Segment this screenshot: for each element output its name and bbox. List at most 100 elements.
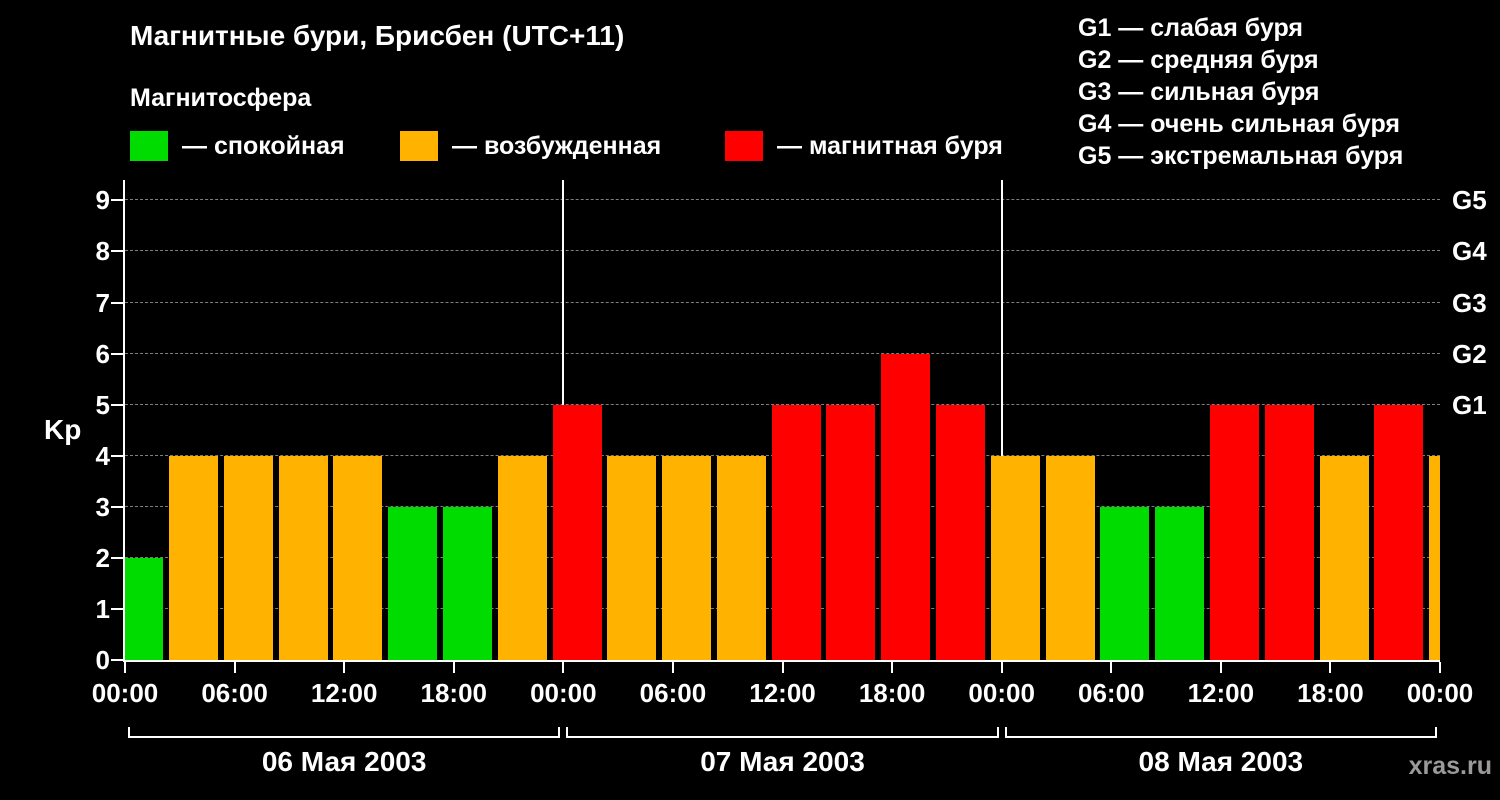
storm-scale-item-g5: G5 — экстремальная буря: [1078, 142, 1404, 170]
legend-label-storm: — магнитная буря: [777, 131, 1003, 160]
kp-bar: [278, 455, 328, 660]
x-axis-tick: [562, 662, 565, 673]
storm-scale-item-g2: G2 — средняя буря: [1078, 46, 1319, 74]
kp-bar: [1045, 455, 1095, 660]
time-label: 06:00: [1078, 678, 1145, 708]
gridline: [125, 199, 1440, 201]
y-tick-label: 3: [95, 491, 110, 522]
kp-bar: [1374, 404, 1424, 660]
kp-bar: [552, 404, 602, 660]
x-axis-tick: [1219, 662, 1222, 673]
kp-bar: [442, 506, 492, 660]
time-label: 12:00: [749, 678, 816, 708]
x-axis-tick: [1329, 662, 1332, 673]
y-axis-tick: [111, 454, 123, 457]
gridline: [125, 403, 1440, 405]
time-label: 18:00: [1297, 678, 1364, 708]
y-axis-tick: [111, 556, 123, 559]
kp-bar: [662, 455, 712, 660]
right-axis-label: G1: [1452, 389, 1487, 420]
kp-bar: [607, 455, 657, 660]
date-label: 07 Мая 2003: [700, 746, 865, 777]
x-axis-tick: [452, 662, 455, 673]
kp-bar: [1319, 455, 1369, 660]
time-label: 00:00: [91, 678, 159, 708]
date-bracket-tick: [996, 727, 999, 738]
gridline: [125, 301, 1440, 303]
day-divider-line: [1000, 180, 1003, 660]
time-label: 06:00: [201, 678, 268, 708]
y-axis-tick: [111, 250, 123, 253]
y-tick-label: 6: [95, 338, 110, 369]
date-bracket: [566, 736, 999, 738]
x-axis-tick: [781, 662, 784, 673]
kp-bar: [125, 557, 164, 660]
date-bracket-tick: [1435, 727, 1437, 738]
kp-bar: [716, 455, 766, 660]
kp-bar: [388, 506, 438, 660]
kp-bar: [333, 455, 383, 660]
kp-bar: [168, 455, 218, 660]
kp-bar: [1264, 404, 1314, 660]
x-axis-tick: [891, 662, 894, 673]
quiet-color-swatch: [130, 131, 168, 161]
y-axis-tick: [111, 607, 123, 610]
time-label: 12:00: [310, 678, 378, 708]
kp-bar: [771, 404, 821, 660]
date-label: 06 Мая 2003: [261, 746, 427, 777]
kp-bar: [936, 404, 986, 660]
kp-bar: [1100, 506, 1150, 660]
storm-scale-item-g4: G4 — очень сильная буря: [1078, 110, 1400, 138]
right-axis-label: G4: [1452, 236, 1487, 267]
x-axis-tick: [671, 662, 674, 673]
kp-bar: [1210, 404, 1260, 660]
legend-label-unsettled: — возбужденная: [452, 131, 662, 160]
y-axis-tick: [111, 199, 123, 202]
kp-bar: [223, 455, 273, 660]
date-bracket: [128, 736, 561, 738]
right-axis-label: G2: [1452, 338, 1487, 369]
storm-scale-item-g3: G3 — сильная буря: [1078, 78, 1320, 106]
legend-label-quiet: — спокойная: [182, 131, 345, 160]
gridline: [125, 250, 1440, 252]
y-axis-tick: [111, 505, 123, 508]
y-tick-label: 7: [95, 287, 110, 318]
y-tick-label: 9: [95, 185, 110, 216]
kp-bar: [1429, 455, 1440, 660]
time-label: 00:00: [968, 678, 1035, 708]
x-axis-tick: [1000, 662, 1003, 673]
x-axis-tick: [124, 662, 126, 673]
x-axis-tick: [1439, 662, 1441, 673]
kp-bar: [826, 404, 876, 660]
time-label: 00:00: [1406, 678, 1474, 708]
storm-scale-item-g1: G1 — слабая буря: [1078, 14, 1304, 42]
y-tick-label: 0: [95, 645, 110, 675]
y-tick-label: 2: [95, 542, 110, 573]
y-tick-label: 8: [95, 236, 110, 267]
legend-item-unsettled: — возбужденная: [400, 131, 661, 161]
time-label: 18:00: [420, 678, 488, 708]
x-axis-tick: [343, 662, 346, 673]
legend-item-quiet: — спокойная: [130, 131, 345, 161]
y-axis-title: Kp: [44, 414, 82, 445]
chart-title: Магнитные бури, Брисбен (UTC+11): [130, 20, 625, 51]
right-axis-label: G3: [1452, 287, 1487, 318]
right-axis-label: G5: [1452, 185, 1487, 216]
kp-bar: [1155, 506, 1205, 660]
storm-color-swatch: [725, 131, 763, 161]
date-bracket-tick: [558, 727, 561, 738]
kp-bar: [881, 353, 931, 660]
legend-item-storm: — магнитная буря: [725, 131, 1003, 161]
date-bracket-tick: [128, 727, 130, 738]
date-label: 08 Мая 2003: [1138, 746, 1304, 777]
legend-title: Магнитосфера: [130, 84, 312, 112]
plot-area: [123, 180, 1440, 662]
y-axis-tick: [111, 403, 123, 406]
x-axis-tick: [1110, 662, 1113, 673]
date-bracket: [1004, 736, 1437, 738]
y-axis-tick: [111, 352, 123, 355]
x-axis-tick: [233, 662, 236, 673]
watermark: xras.ru: [1408, 752, 1492, 780]
unsettled-color-swatch: [400, 131, 438, 161]
